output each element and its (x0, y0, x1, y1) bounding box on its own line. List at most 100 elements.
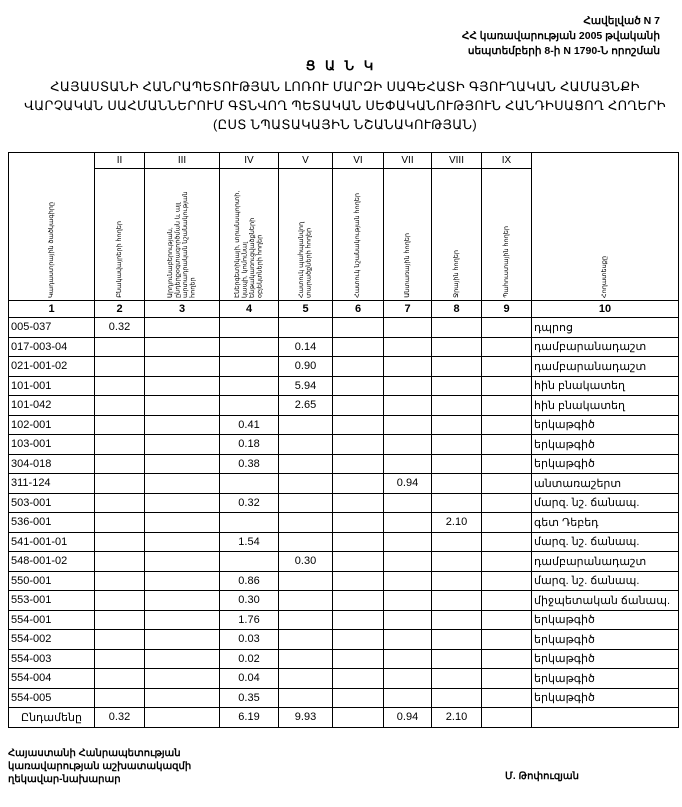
area-cell (94, 356, 145, 377)
column-number-cell: 8 (431, 300, 482, 318)
area-cell: 0.94 (383, 473, 432, 494)
area-cell (219, 336, 279, 357)
area-cell (481, 453, 532, 474)
land-type-cell: երկաթգիծ (531, 629, 679, 650)
area-cell (144, 531, 220, 552)
area-cell (144, 609, 220, 630)
area-cell (332, 317, 384, 338)
area-cell (431, 629, 482, 650)
table-row: 005-037 0.32 դպրոց (8, 317, 679, 338)
area-cell (383, 668, 432, 689)
column-number-cell: 7 (383, 300, 432, 318)
land-type-cell: երկաթգիծ (531, 687, 679, 708)
header-text: Ջրային հողեր (452, 250, 460, 298)
area-cell (481, 609, 532, 630)
roman-numeral-cell: IX (481, 152, 532, 169)
area-cell (278, 629, 333, 650)
land-type-cell: դամբարանադաշտ (531, 356, 679, 377)
area-cell (144, 551, 220, 572)
area-cell (144, 590, 220, 611)
header-cell: Կադաստրային ծածկագիրը (8, 152, 95, 301)
cadastral-code-cell: 554-005 (8, 687, 95, 708)
table-row: 554-004 0.04 երկաթգիծ (8, 668, 679, 689)
column-number-cell: 2 (94, 300, 145, 318)
area-cell (332, 473, 384, 494)
area-cell (144, 473, 220, 494)
area-cell (94, 395, 145, 416)
area-cell (383, 434, 432, 455)
area-cell (481, 551, 532, 572)
area-cell: 0.30 (219, 590, 279, 611)
area-cell (383, 317, 432, 338)
area-cell (481, 492, 532, 513)
roman-numeral-cell: VI (332, 152, 384, 169)
area-cell (481, 336, 532, 357)
area-cell (278, 570, 333, 591)
area-cell (383, 336, 432, 357)
area-cell (431, 317, 482, 338)
cadastral-code-cell: 554-003 (8, 648, 95, 669)
table-row: 101-042 2.65 հին բնակատեղ (8, 395, 679, 416)
area-cell (219, 375, 279, 396)
land-type-cell: գետ Դեբեդ (531, 512, 679, 533)
area-cell: 0.32 (219, 492, 279, 513)
header-text: Պահուստային հողեր (502, 226, 510, 298)
roman-numeral-row: Կադաստրային ծածկագիրը II III IV V VI VII VIII IX… (8, 152, 679, 301)
area-cell (383, 551, 432, 572)
area-cell (332, 531, 384, 552)
roman-numeral-cell: VIII (431, 152, 482, 169)
land-table-body: Կադաստրային ծածկագիրը II III IV V VI VII VIII IX… (8, 152, 679, 728)
header-cell: Էներգետիկայի, տրանսպորտի, կապի, կոմունալ… (219, 168, 279, 301)
area-cell (332, 356, 384, 377)
area-cell (431, 453, 482, 474)
header-text: Հատուկ նշանակության հողեր (354, 193, 362, 298)
land-type-cell: անտառաշերտ (531, 473, 679, 494)
area-cell (94, 570, 145, 591)
table-row: 550-001 0.86 մարզ. նշ. ճանապ. (8, 570, 679, 591)
area-cell (481, 648, 532, 669)
cadastral-code-cell: 102-001 (8, 414, 95, 435)
area-cell (481, 570, 532, 591)
cadastral-code-cell: 503-001 (8, 492, 95, 513)
reference-line: ՀՀ կառավարության 2005 թվականի (461, 30, 660, 42)
area-cell (431, 356, 482, 377)
area-cell (278, 434, 333, 455)
area-cell (383, 648, 432, 669)
area-cell: 2.10 (431, 512, 482, 533)
header-text: Էներգետիկայի, տրանսպորտի, կապի, կոմունալ… (234, 190, 264, 298)
area-cell (219, 473, 279, 494)
area-cell (278, 473, 333, 494)
area-cell (94, 414, 145, 435)
area-cell (144, 570, 220, 591)
area-cell (481, 687, 532, 708)
area-cell (383, 629, 432, 650)
area-cell (481, 395, 532, 416)
header-text: Արդյունաբերության, ընդերքօգտագործման և ա… (167, 191, 197, 298)
area-cell (94, 687, 145, 708)
cadastral-code-cell: 536-001 (8, 512, 95, 533)
header-cell: Արդյունաբերության, ընդերքօգտագործման և ա… (144, 168, 220, 301)
total-cell: 2.10 (431, 707, 482, 728)
table-row: 021-001-02 0.90 դամբարանադաշտ (8, 356, 679, 377)
area-cell (332, 336, 384, 357)
area-cell (332, 570, 384, 591)
area-cell: 0.32 (94, 317, 145, 338)
total-cell (481, 707, 532, 728)
area-cell (144, 687, 220, 708)
area-cell (431, 609, 482, 630)
header-cell: Հողատեսքը (531, 152, 679, 301)
position-line: կառավարության աշխատակազմի (8, 761, 192, 772)
roman-numeral-cell: IV (219, 152, 279, 169)
area-cell (332, 492, 384, 513)
area-cell: 0.38 (219, 453, 279, 474)
area-cell (383, 687, 432, 708)
area-cell: 1.76 (219, 609, 279, 630)
area-cell (383, 570, 432, 591)
area-cell: 0.90 (278, 356, 333, 377)
area-cell (383, 609, 432, 630)
area-cell (332, 414, 384, 435)
table-row: 554-005 0.35 երկաթգիծ (8, 687, 679, 708)
area-cell (144, 356, 220, 377)
roman-numeral-cell: III (144, 152, 220, 169)
area-cell (278, 648, 333, 669)
